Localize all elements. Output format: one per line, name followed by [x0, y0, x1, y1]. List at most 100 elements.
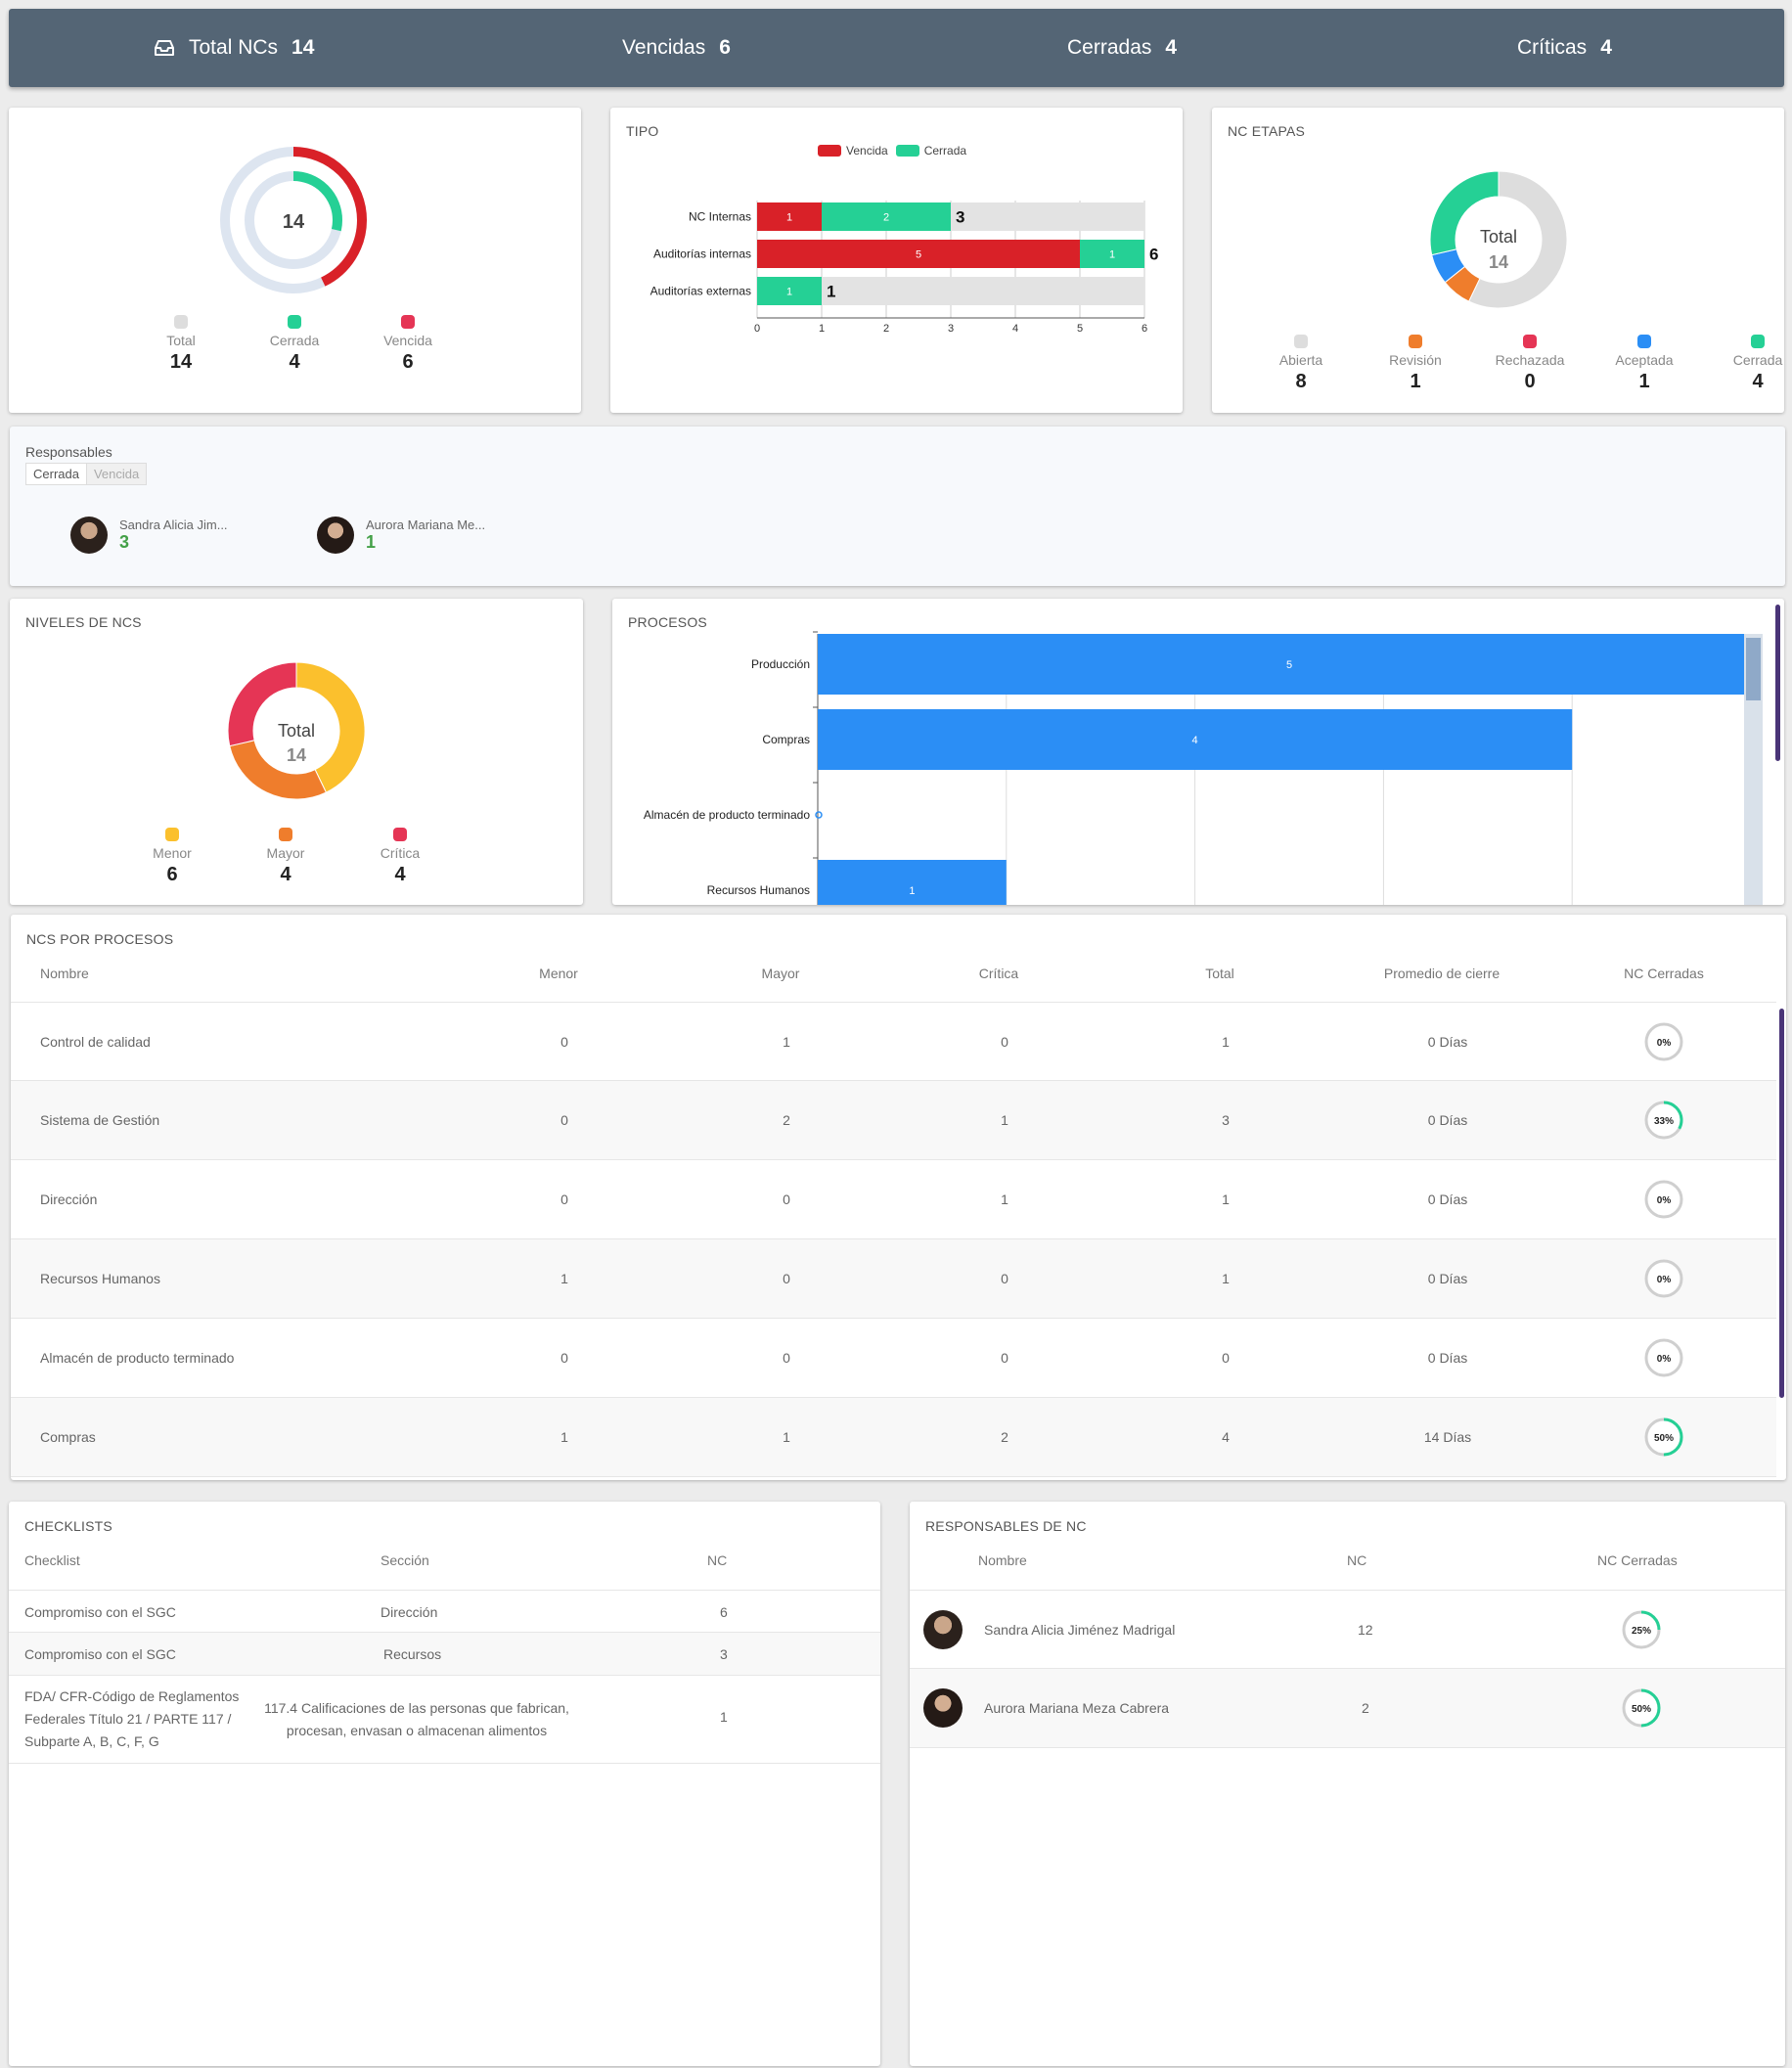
table-row[interactable]: Control de calidad 0 1 0 1 0 Días 0% — [11, 1002, 1776, 1081]
bar-value-label: 1 — [1109, 249, 1115, 261]
category-label: Compras — [762, 733, 810, 746]
column-header-nombre[interactable]: Nombre — [40, 966, 89, 981]
legend-item-abierta[interactable]: Abierta 8 — [1252, 335, 1350, 393]
legend-item-cerrada[interactable]: Cerrada 4 — [1709, 335, 1784, 393]
cell-total: 0 — [1222, 1350, 1230, 1366]
table-row[interactable]: Compromiso con el SGC Dirección 6 — [9, 1590, 880, 1633]
legend-swatch-vencida — [818, 145, 841, 157]
stat-label: Total NCs — [189, 36, 279, 59]
tab-cerrada[interactable]: Cerrada — [25, 463, 87, 485]
bar-segment-cerrada[interactable] — [822, 202, 951, 231]
donut-slice-mayor[interactable] — [229, 740, 328, 800]
column-header-total[interactable]: Total — [1205, 966, 1234, 981]
column-header-checklist[interactable]: Checklist — [24, 1552, 80, 1568]
legend-label[interactable]: Cerrada — [923, 144, 967, 157]
table-row[interactable]: Compromiso con el SGC Recursos 3 — [9, 1633, 880, 1676]
cell-seccion: 117.4 Calificaciones de las personas que… — [264, 1700, 569, 1738]
table-scrollbar-thumb[interactable] — [1779, 1009, 1784, 1398]
x-tick-label: 4 — [1012, 323, 1018, 335]
column-header-nc[interactable]: NC — [1347, 1552, 1367, 1568]
cell-total: 3 — [1222, 1112, 1230, 1128]
column-header-nc-cerradas[interactable]: NC Cerradas — [1597, 1552, 1678, 1568]
legend-item-aceptada[interactable]: Aceptada 1 — [1595, 335, 1693, 393]
legend-item-cerrada[interactable]: Cerrada 4 — [246, 315, 343, 374]
column-header-mayor[interactable]: Mayor — [761, 966, 800, 981]
etapas-card: NC ETAPAS Total 14 Abierta 8 Revisión 1 Rech… — [1212, 108, 1784, 413]
stat-criticas[interactable]: Críticas 4 — [1517, 9, 1612, 87]
card-scrollbar-thumb[interactable] — [1775, 605, 1780, 761]
legend-item-crítica[interactable]: Crítica 4 — [351, 828, 449, 886]
table-row[interactable]: Sistema de Gestión 0 2 1 3 0 Días 33% — [11, 1081, 1776, 1160]
legend-label[interactable]: Vencida — [846, 144, 888, 157]
legend-item-rechazada[interactable]: Rechazada 0 — [1481, 335, 1579, 393]
cell-mayor: 0 — [783, 1271, 790, 1286]
table-row[interactable]: Recursos Humanos 1 0 0 1 0 Días 0% — [11, 1239, 1776, 1319]
legend-item-vencida[interactable]: Vencida 6 — [359, 315, 457, 374]
bar-total-label: 3 — [956, 208, 964, 227]
cell-seccion: Recursos — [383, 1646, 442, 1662]
progress-arc — [1644, 1417, 1683, 1457]
column-header-nc-cerradas[interactable]: NC Cerradas — [1624, 966, 1704, 981]
cell-nc: 3 — [720, 1646, 728, 1662]
donut-slice-cerrada[interactable] — [1429, 170, 1500, 256]
bar-segment-cerrada[interactable] — [757, 277, 822, 305]
bar-value-label: 4 — [1192, 735, 1198, 746]
bar-value-label: 1 — [909, 885, 915, 897]
donut-slice-abierta[interactable] — [1467, 170, 1568, 309]
stat-label: Vencidas — [622, 36, 706, 59]
legend-item-total[interactable]: Total 14 — [132, 315, 230, 374]
bar-value-label: 2 — [883, 212, 889, 224]
bar-segment-cerrada[interactable] — [1080, 240, 1144, 268]
legend-swatch — [1637, 335, 1651, 348]
legend-item-menor[interactable]: Menor 6 — [123, 828, 221, 886]
donut-slice-menor[interactable] — [295, 661, 366, 793]
cell-menor: 0 — [560, 1191, 568, 1207]
bar-segment-vencida[interactable] — [757, 240, 1080, 268]
ring-vencida — [220, 147, 367, 293]
tab-vencida[interactable]: Vencida — [86, 463, 148, 485]
zero-bar-marker[interactable] — [815, 811, 823, 819]
legend-item-mayor[interactable]: Mayor 4 — [237, 828, 335, 886]
chart-scrollbar-thumb[interactable] — [1746, 638, 1761, 700]
legend-item-revisión[interactable]: Revisión 1 — [1366, 335, 1464, 393]
responsable-name: Sandra Alicia Jim... — [119, 517, 228, 532]
x-tick-label: 3 — [948, 323, 954, 335]
chart-scrollbar[interactable] — [1744, 634, 1763, 905]
table-row[interactable]: Dirección 0 0 1 1 0 Días 0% — [11, 1160, 1776, 1239]
column-header-nombre[interactable]: Nombre — [978, 1552, 1027, 1568]
cell-nombre: Aurora Mariana Meza Cabrera — [984, 1700, 1170, 1716]
stat-vencidas[interactable]: Vencidas 6 — [622, 9, 731, 87]
cell-total: 1 — [1222, 1191, 1230, 1207]
column-header-menor[interactable]: Menor — [539, 966, 578, 981]
donut-slice-crítica[interactable] — [227, 661, 297, 747]
bar-total-label: 1 — [827, 283, 835, 301]
bar[interactable] — [818, 860, 1007, 905]
stat-cerradas[interactable]: Cerradas 4 — [1067, 9, 1177, 87]
stat-total-ncs[interactable]: Total NCs 14 — [154, 9, 314, 87]
table-row[interactable]: Aurora Mariana Meza Cabrera 2 50% — [910, 1669, 1785, 1748]
table-row[interactable]: Compras 1 1 2 4 14 Días 50% — [11, 1398, 1776, 1477]
table-row[interactable]: Almacén de producto terminado 0 0 0 0 0 Días 0… — [11, 1319, 1776, 1398]
table-row[interactable]: FDA/ CFR-Código de Reglamentos Federales… — [9, 1676, 880, 1764]
legend-swatch — [174, 315, 188, 329]
legend-swatch — [1751, 335, 1765, 348]
category-label: Recursos Humanos — [707, 883, 810, 897]
column-header-promedio[interactable]: Promedio de cierre — [1383, 966, 1501, 981]
column-header-seccion[interactable]: Sección — [381, 1552, 429, 1568]
progress-label: 0% — [1657, 1195, 1672, 1206]
column-header-critica[interactable]: Crítica — [978, 966, 1019, 981]
bar-segment-vencida[interactable] — [757, 202, 822, 231]
ncs-procesos-card: NCS POR PROCESOS Nombre Menor Mayor Crítica… — [11, 915, 1786, 1480]
progress-ring: 50% — [1643, 1416, 1684, 1458]
legend-swatch — [288, 315, 301, 329]
bar[interactable] — [818, 634, 1761, 695]
column-header-nc[interactable]: NC — [707, 1552, 728, 1568]
stat-value: 6 — [719, 36, 731, 59]
card-title: Responsables — [25, 444, 112, 460]
bar[interactable] — [818, 709, 1573, 770]
responsable-item[interactable]: Sandra Alicia Jim... 3 — [70, 517, 228, 554]
table-row[interactable]: Sandra Alicia Jiménez Madrigal 12 25% — [910, 1590, 1785, 1669]
progress-ring: 50% — [1621, 1687, 1662, 1729]
card-title: PROCESOS — [628, 614, 707, 630]
responsable-item[interactable]: Aurora Mariana Me... 1 — [317, 517, 485, 554]
